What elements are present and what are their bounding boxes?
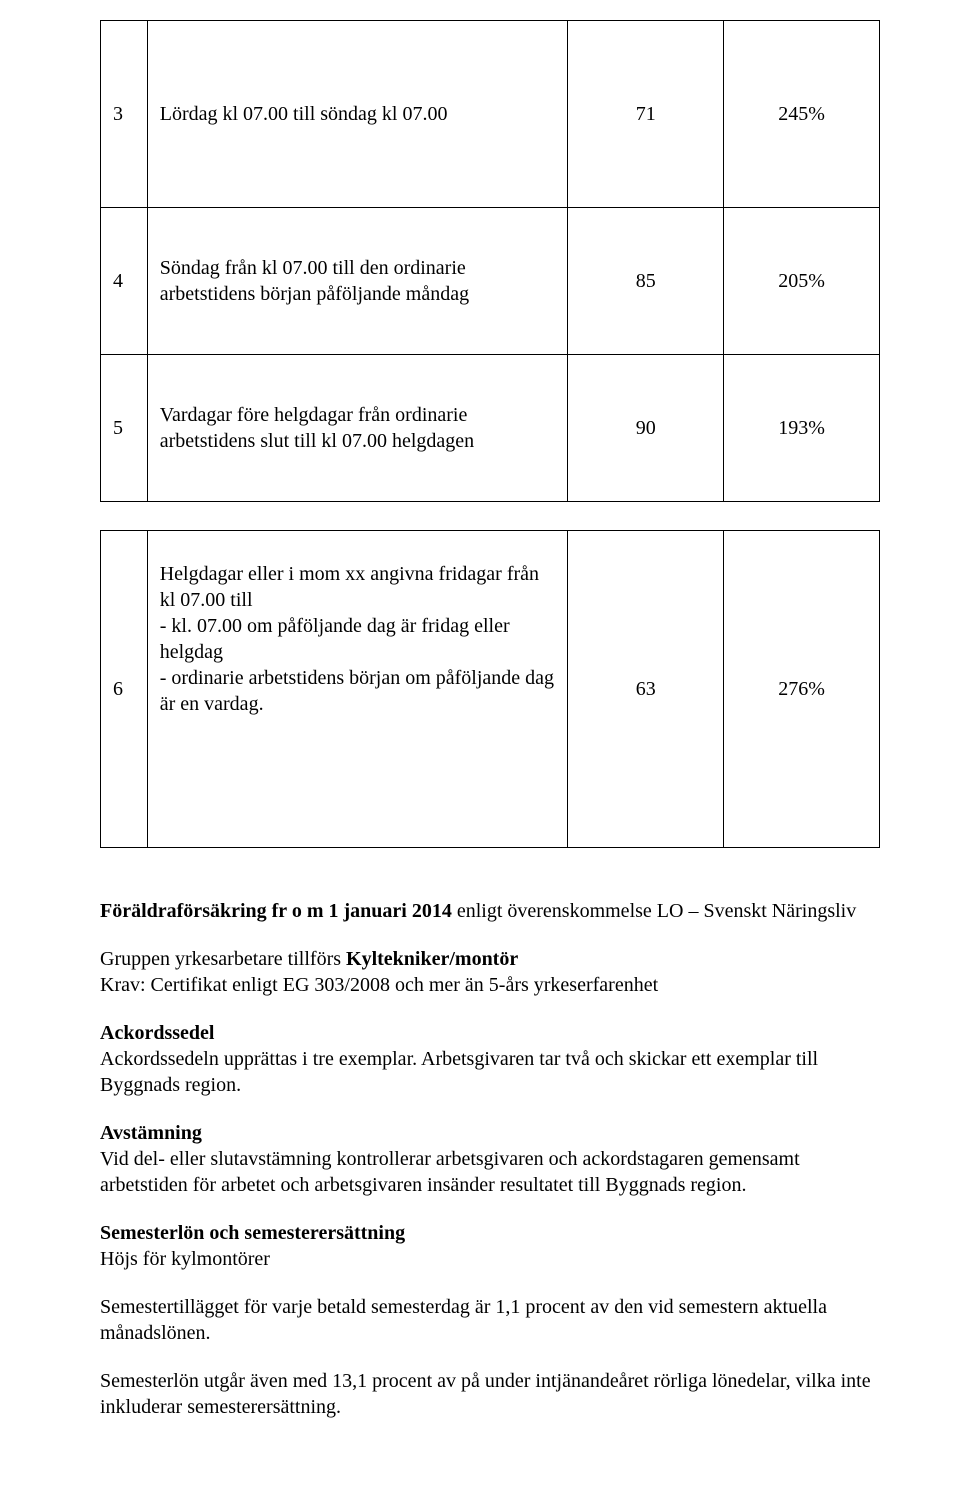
table-row: 5 Vardagar före helgdagar från ordinarie… [101, 355, 880, 502]
table-row: 6 Helgdagar eller i mom xx angivna frida… [101, 531, 880, 848]
row-description: Lördag kl 07.00 till söndag kl 07.00 [147, 21, 568, 208]
table-row: 4 Söndag från kl 07.00 till den ordinari… [101, 208, 880, 355]
bold-lead: Föräldraförsäkring fr o m 1 januari 2014 [100, 900, 452, 922]
row-number: 3 [101, 21, 148, 208]
row-value-b: 276% [724, 531, 880, 848]
heading-semesterlon: Semesterlön och semesterersättning [100, 1220, 880, 1246]
row-number: 4 [101, 208, 148, 355]
row-value-a: 71 [568, 21, 724, 208]
overtime-table-part2: 6 Helgdagar eller i mom xx angivna frida… [100, 530, 880, 848]
desc-line: Helgdagar eller i mom xx angivna fridaga… [160, 561, 556, 613]
text: enligt överenskommelse LO – Svenskt Näri… [452, 900, 856, 922]
paragraph-ackordssedel: Ackordssedeln upprättas i tre exemplar. … [100, 1046, 880, 1098]
row-description: Söndag från kl 07.00 till den ordinarie … [147, 208, 568, 355]
paragraph-parental-insurance: Föräldraförsäkring fr o m 1 januari 2014… [100, 898, 880, 924]
row-value-b: 193% [724, 355, 880, 502]
desc-line: - kl. 07.00 om påföljande dag är fridag … [160, 613, 556, 665]
text: Gruppen yrkesarbetare tillförs [100, 948, 346, 970]
document-page: 3 Lördag kl 07.00 till söndag kl 07.00 7… [0, 0, 960, 1482]
overtime-table-part1: 3 Lördag kl 07.00 till söndag kl 07.00 7… [100, 20, 880, 502]
row-value-a: 63 [568, 531, 724, 848]
desc-line: - ordinarie arbetstidens början om påföl… [160, 665, 556, 717]
desc-line-text: - ordinarie arbetstidens början om påföl… [160, 667, 554, 715]
paragraph-avstamning: Vid del- eller slutavstämning kontroller… [100, 1146, 880, 1198]
row-description: Helgdagar eller i mom xx angivna fridaga… [147, 531, 568, 848]
row-number: 5 [101, 355, 148, 502]
row-description: Vardagar före helgdagar från ordinarie a… [147, 355, 568, 502]
paragraph-group: Gruppen yrkesarbetare tillförs Kylteknik… [100, 946, 880, 972]
row-number: 6 [101, 531, 148, 848]
paragraph-semester-2: Semesterlön utgår även med 13,1 procent … [100, 1368, 880, 1420]
paragraph-semester-1: Semestertillägget för varje betald semes… [100, 1294, 880, 1346]
bold-term: Kyltekniker/montör [346, 948, 518, 970]
paragraph-semester-sub: Höjs för kylmontörer [100, 1246, 880, 1272]
paragraph-requirement: Krav: Certifikat enligt EG 303/2008 och … [100, 972, 880, 998]
row-value-a: 90 [568, 355, 724, 502]
row-value-a: 85 [568, 208, 724, 355]
row-value-b: 205% [724, 208, 880, 355]
row-value-b: 245% [724, 21, 880, 208]
table-row: 3 Lördag kl 07.00 till söndag kl 07.00 7… [101, 21, 880, 208]
heading-ackordssedel: Ackordssedel [100, 1020, 880, 1046]
heading-avstamning: Avstämning [100, 1120, 880, 1146]
